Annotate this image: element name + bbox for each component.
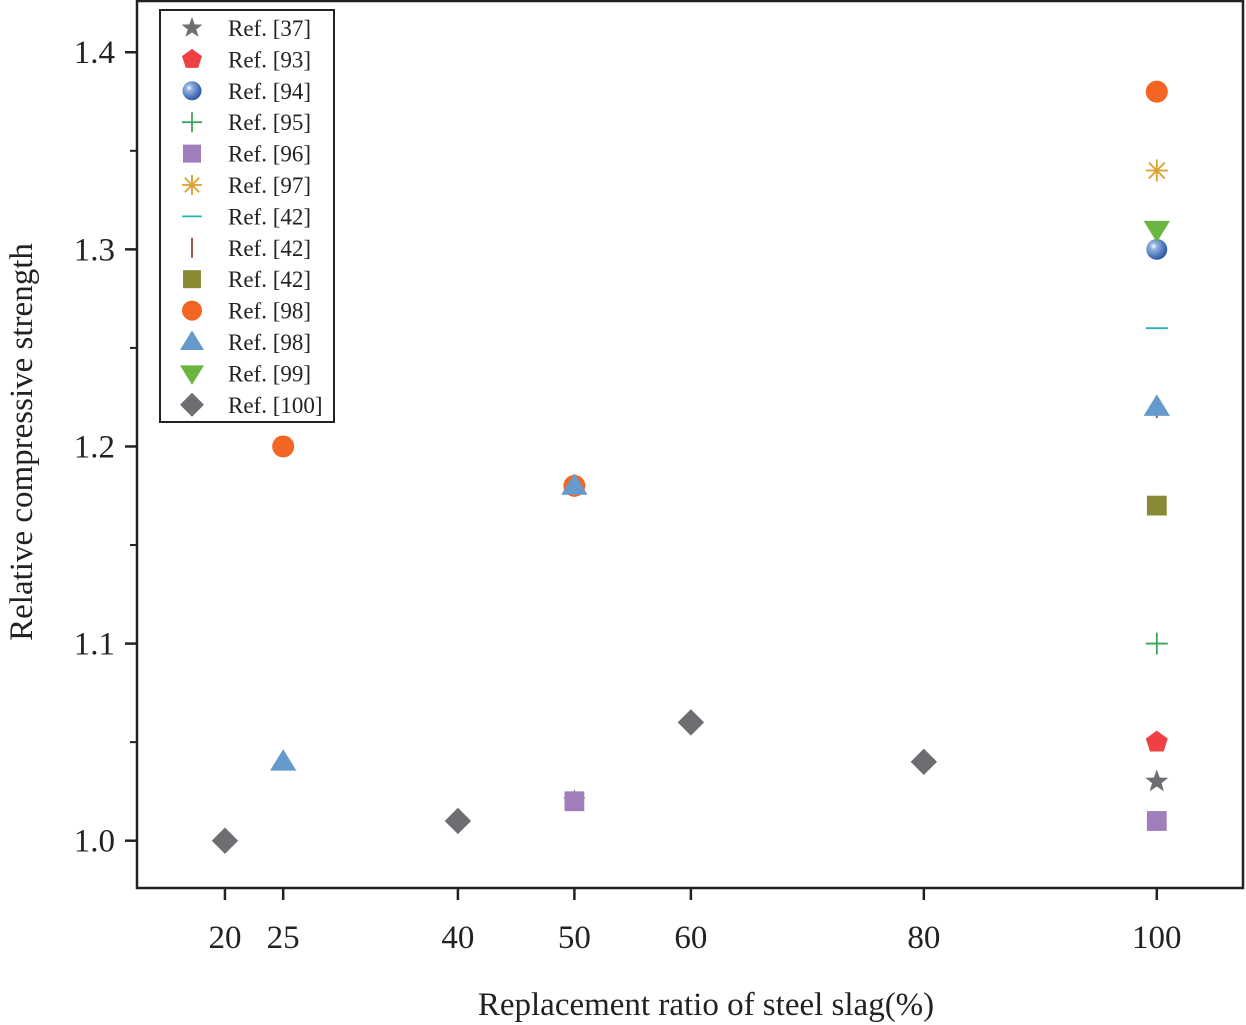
legend-label: Ref. [97] <box>228 173 311 198</box>
data-point <box>677 709 705 736</box>
y-axis: 1.0 1.1 1.2 1.3 1.4 <box>74 35 137 860</box>
legend-label: Ref. [99] <box>228 361 311 386</box>
legend-entry: Ref. [96] <box>183 142 311 167</box>
x-tick-label: 100 <box>1132 920 1182 956</box>
x-tick-label: 25 <box>267 920 300 956</box>
legend-entry: Ref. [97] <box>182 173 311 198</box>
legend-entry: Ref. [95] <box>182 110 311 135</box>
data-point <box>1145 632 1168 655</box>
y-tick-label: 1.1 <box>74 627 115 663</box>
series-10 <box>269 394 1171 771</box>
legend-label: Ref. [42] <box>228 267 311 292</box>
legend-label: Ref. [98] <box>228 330 311 355</box>
data-point <box>1143 394 1171 416</box>
legend-label: Ref. [100] <box>228 393 323 418</box>
legend-label: Ref. [98] <box>228 299 311 324</box>
series-3 <box>1145 632 1168 655</box>
data-point <box>269 749 297 771</box>
series-5 <box>1145 159 1168 182</box>
x-tick-label: 50 <box>558 920 591 956</box>
legend: Ref. [37] Ref. [93] Ref. [94] Ref. [95] Ref.… <box>159 9 335 423</box>
legend-entry: Ref. [94] <box>182 79 311 104</box>
legend-label: Ref. [42] <box>228 204 311 229</box>
legend-marker <box>180 330 204 350</box>
y-tick-label: 1.2 <box>74 429 115 465</box>
legend-label: Ref. [96] <box>228 142 311 167</box>
y-tick-label: 1.4 <box>74 35 115 71</box>
series-9 <box>272 80 1168 497</box>
legend-marker <box>180 392 204 417</box>
series-2 <box>1146 238 1168 260</box>
data-point <box>561 473 588 495</box>
legend-entry: Ref. [93] <box>182 47 311 72</box>
data-point <box>1145 80 1168 103</box>
legend-entry: Ref. [42] <box>183 267 311 292</box>
data-point <box>1146 495 1167 516</box>
legend-label: Ref. [94] <box>228 79 311 104</box>
x-axis-title: Replacement ratio of steel slag(%) <box>478 987 934 1023</box>
y-tick-label: 1.3 <box>74 232 115 268</box>
data-point <box>1145 159 1168 182</box>
data-point <box>564 791 585 812</box>
legend-marker <box>182 48 202 68</box>
data-point <box>1146 238 1168 260</box>
legend-marker <box>183 270 201 289</box>
x-tick-label: 60 <box>674 920 707 956</box>
legend-entry: Ref. [100] <box>180 392 323 418</box>
data-point <box>1143 220 1171 243</box>
legend-label: Ref. [37] <box>228 16 311 41</box>
legend-marker <box>183 144 201 163</box>
x-axis: 20 25 40 50 60 80 100 <box>208 888 1182 956</box>
x-tick-label: 40 <box>441 920 474 956</box>
series-4 <box>564 791 1167 831</box>
data-point <box>1145 730 1168 752</box>
legend-marker <box>182 175 202 195</box>
series-11 <box>1143 220 1171 243</box>
data-points <box>211 80 1171 854</box>
legend-label: Ref. [42] <box>228 236 311 261</box>
x-tick-label: 80 <box>907 920 940 956</box>
legend-marker <box>181 17 203 37</box>
legend-marker <box>180 365 204 385</box>
legend-marker <box>182 112 202 133</box>
series-0 <box>562 769 1169 812</box>
legend-entry: Ref. [42] <box>182 204 311 229</box>
y-axis-title: Relative compressive strength <box>4 243 40 641</box>
data-point <box>211 827 239 854</box>
legend-label: Ref. [93] <box>228 47 311 72</box>
series-1 <box>1145 730 1168 752</box>
legend-entry: Ref. [98] <box>182 299 311 324</box>
series-12 <box>211 709 938 854</box>
legend-entry: Ref. [98] <box>180 330 311 355</box>
legend-marker <box>182 300 202 321</box>
x-tick-label: 20 <box>208 920 241 956</box>
legend-entry: Ref. [99] <box>180 361 311 386</box>
legend-label: Ref. [95] <box>228 110 311 135</box>
data-point <box>272 435 295 458</box>
series-8 <box>1146 495 1167 516</box>
data-point <box>1146 811 1167 831</box>
data-point <box>910 748 938 776</box>
y-tick-label: 1.0 <box>74 824 115 860</box>
legend-marker <box>182 81 202 101</box>
data-point <box>444 807 472 835</box>
legend-entry: Ref. [42] <box>191 236 311 261</box>
legend-entry: Ref. [37] <box>181 16 311 41</box>
data-point <box>1145 769 1169 792</box>
